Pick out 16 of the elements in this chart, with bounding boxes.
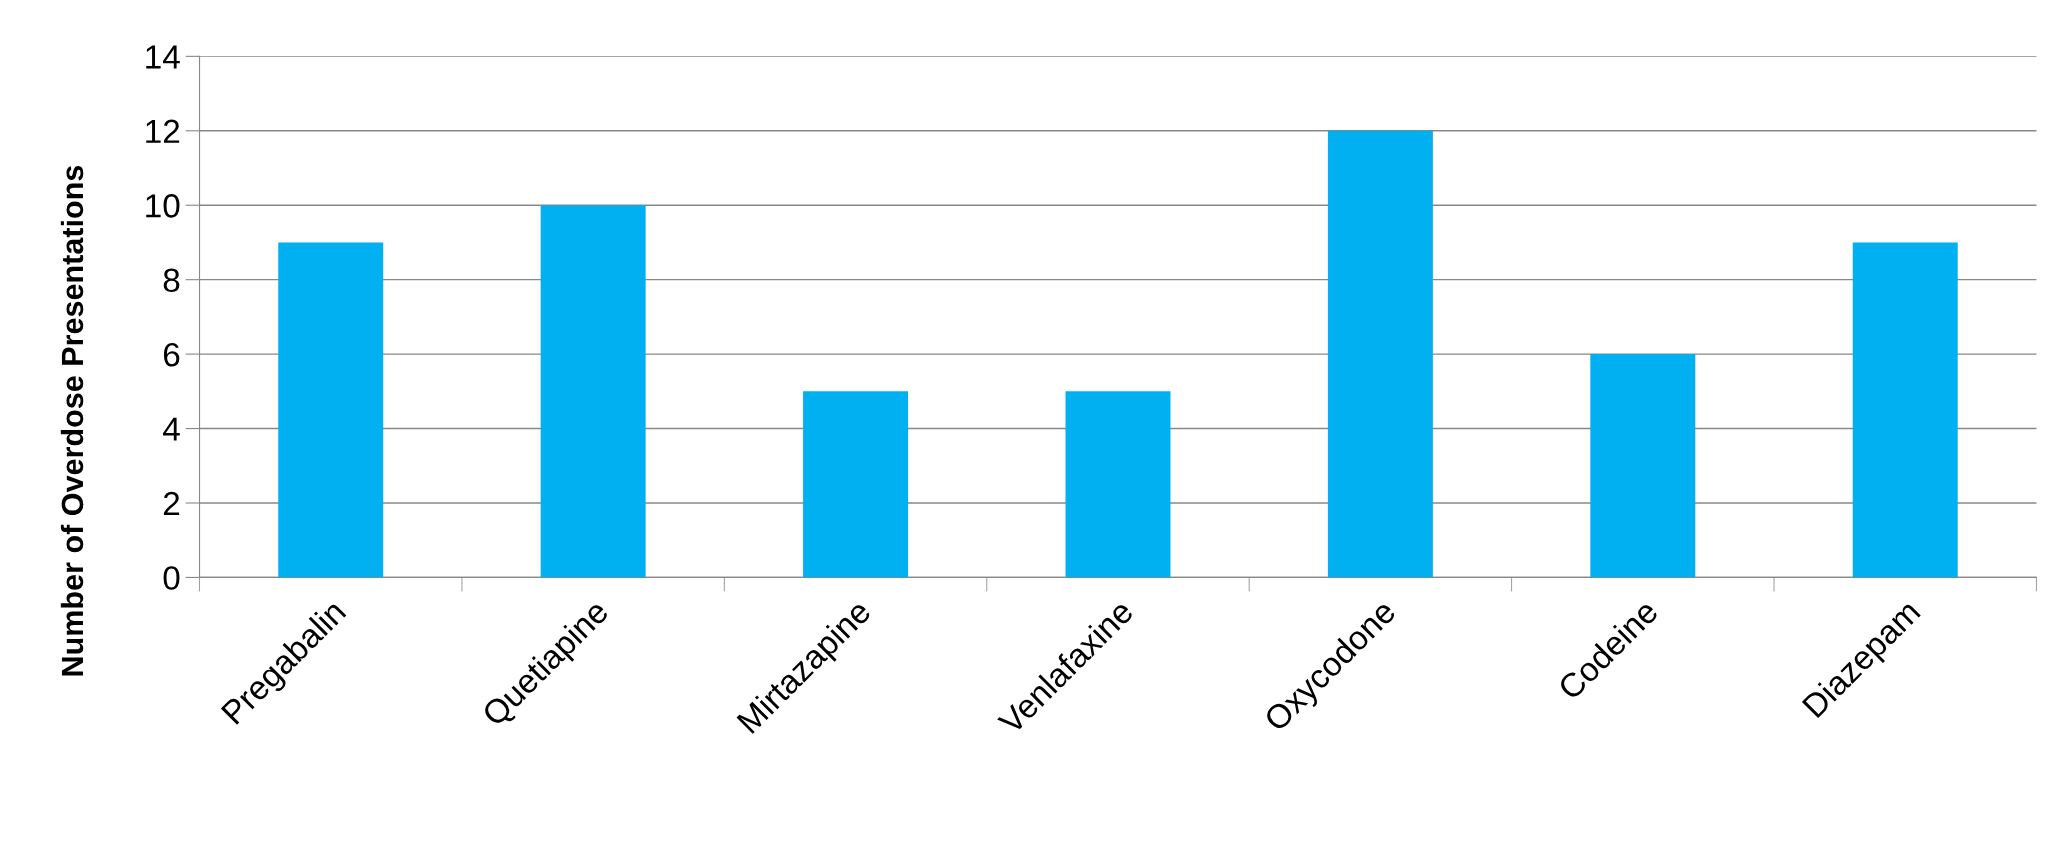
y-tick-label: 8	[163, 268, 180, 293]
y-tick-label: 0	[163, 566, 180, 590]
y-tick-label: 6	[163, 342, 180, 367]
bar	[803, 391, 909, 578]
bar	[540, 205, 646, 578]
y-tick-label: 12	[146, 119, 180, 143]
y-tick-label: 2	[163, 491, 180, 516]
bar	[1065, 391, 1171, 578]
bar	[278, 242, 384, 578]
y-tick-label: 10	[146, 194, 180, 218]
y-tick-label: 4	[163, 417, 180, 441]
bar	[1327, 130, 1433, 578]
y-axis-title: Number of Overdose Presentations	[60, 165, 84, 676]
bar	[1852, 242, 1958, 578]
bar	[1590, 354, 1696, 578]
y-tick-label: 14	[146, 45, 180, 69]
